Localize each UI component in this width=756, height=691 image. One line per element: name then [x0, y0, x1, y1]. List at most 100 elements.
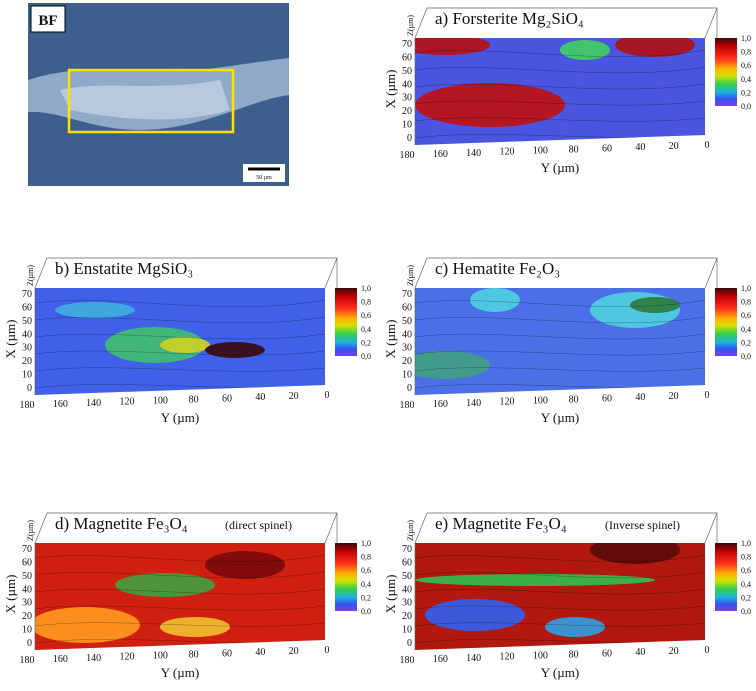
surface-feature	[425, 599, 525, 631]
colorbar-tick-label: 0,2	[741, 593, 751, 602]
micrograph-label: BF	[38, 13, 57, 29]
x-tick-label: 10	[402, 625, 412, 636]
contour	[35, 316, 325, 324]
contour	[415, 333, 705, 340]
y-tick-label: 180	[400, 655, 415, 666]
x-tick-label: 0	[407, 383, 412, 394]
y-tick-label: 20	[669, 646, 679, 657]
panel-title: b) Enstatite MgSiO₃	[55, 259, 193, 278]
y-tick-label: 0	[705, 390, 710, 401]
contour	[35, 350, 325, 356]
map-panel: b) Enstatite MgSiO₃ Z(µm) X (µm) 0 10 20 30 40 5…	[3, 257, 371, 425]
y-tick-label: 60	[222, 393, 232, 404]
y-tick-label: 140	[466, 653, 481, 664]
contour	[415, 49, 705, 57]
colorbar-tick-label: 0,4	[741, 325, 751, 334]
surface-feature	[205, 551, 285, 579]
surface-feature	[35, 607, 140, 643]
region-box	[67, 68, 235, 134]
colorbar-tick-label: 0,0	[741, 352, 751, 361]
x-tick-label: 10	[402, 120, 412, 131]
surface	[35, 288, 325, 395]
contour	[415, 622, 705, 627]
x-tick-label: 10	[22, 370, 32, 381]
surface-feature	[615, 38, 695, 57]
y-label: Y (µm)	[541, 410, 579, 425]
x-label: X (µm)	[383, 320, 398, 359]
y-tick-label: 80	[569, 649, 579, 660]
contour	[35, 333, 325, 340]
surface-feature	[590, 543, 680, 564]
x-tick-label: 20	[22, 611, 32, 622]
y-tick-label: 120	[120, 652, 135, 663]
y-tick-label: 80	[569, 394, 579, 405]
colorbar-tick-label: 0,0	[361, 607, 371, 616]
contour	[35, 588, 325, 595]
y-tick-label: 60	[602, 648, 612, 659]
colorbar-tick-label: 0,0	[741, 607, 751, 616]
surface-feature	[560, 40, 610, 60]
y-tick-label: 20	[669, 141, 679, 152]
surface	[415, 38, 705, 145]
scale-label: 50 µm	[256, 175, 272, 181]
colorbar-tick-label: 0,2	[741, 88, 751, 97]
map-panel: e) Magnetite Fe₃O₄ (Inverse spinel) Z(µm) X…	[383, 512, 751, 680]
x-label: X (µm)	[3, 320, 18, 359]
y-tick-label: 20	[669, 391, 679, 402]
contour	[415, 605, 705, 611]
y-tick-label: 140	[466, 148, 481, 159]
z-label: Z(µm)	[26, 265, 35, 286]
colorbar-tick-label: 0,4	[741, 580, 751, 589]
colorbar-tick-label: 0,6	[741, 311, 751, 320]
y-label: Y (µm)	[541, 160, 579, 175]
y-tick-label: 120	[500, 147, 515, 158]
colorbar	[715, 38, 737, 106]
y-tick-label: 60	[602, 393, 612, 404]
y-tick-label: 80	[189, 649, 199, 660]
contour	[35, 622, 325, 627]
z-label: Z(µm)	[26, 520, 35, 541]
colorbar-tick-label: 0,4	[741, 75, 751, 84]
x-tick-label: 50	[22, 316, 32, 327]
colorbar-tick-label: 0,8	[361, 298, 371, 307]
x-tick-label: 0	[407, 638, 412, 649]
surface-feature	[55, 302, 135, 318]
x-tick-label: 70	[402, 544, 412, 555]
colorbar	[715, 288, 737, 356]
colorbar-tick-label: 0,8	[741, 48, 751, 57]
surface-feature	[415, 38, 490, 55]
x-tick-label: 60	[402, 52, 412, 63]
y-tick-label: 180	[400, 150, 415, 161]
panel-title: d) Magnetite Fe₃O₄	[55, 514, 188, 533]
colorbar	[335, 543, 357, 611]
surface-feature	[160, 337, 210, 353]
surface-feature	[115, 573, 215, 597]
y-tick-label: 40	[635, 392, 645, 403]
colorbar-tick-label: 1,0	[361, 284, 371, 293]
x-tick-label: 0	[27, 383, 32, 394]
contour	[415, 571, 705, 579]
surface	[415, 543, 705, 650]
y-tick-label: 40	[255, 392, 265, 403]
y-label: Y (µm)	[161, 410, 199, 425]
x-tick-label: 70	[402, 289, 412, 300]
colorbar-tick-label: 0,6	[361, 311, 371, 320]
x-tick-label: 30	[22, 598, 32, 609]
y-tick-label: 180	[20, 400, 35, 411]
contour	[415, 100, 705, 106]
x-tick-label: 50	[22, 571, 32, 582]
surface-feature	[160, 617, 230, 637]
y-tick-label: 0	[705, 140, 710, 151]
y-tick-label: 100	[153, 651, 168, 662]
x-tick-label: 0	[27, 638, 32, 649]
colorbar-tick-label: 0,0	[361, 352, 371, 361]
colorbar-tick-label: 0,0	[741, 102, 751, 111]
x-tick-label: 60	[402, 302, 412, 313]
panel-note: (direct spinel)	[225, 518, 292, 532]
x-tick-label: 70	[402, 39, 412, 50]
contour	[415, 83, 705, 90]
y-tick-label: 160	[53, 654, 68, 665]
colorbar-tick-label: 0,6	[741, 61, 751, 70]
x-tick-label: 30	[22, 343, 32, 354]
y-tick-label: 40	[255, 647, 265, 658]
